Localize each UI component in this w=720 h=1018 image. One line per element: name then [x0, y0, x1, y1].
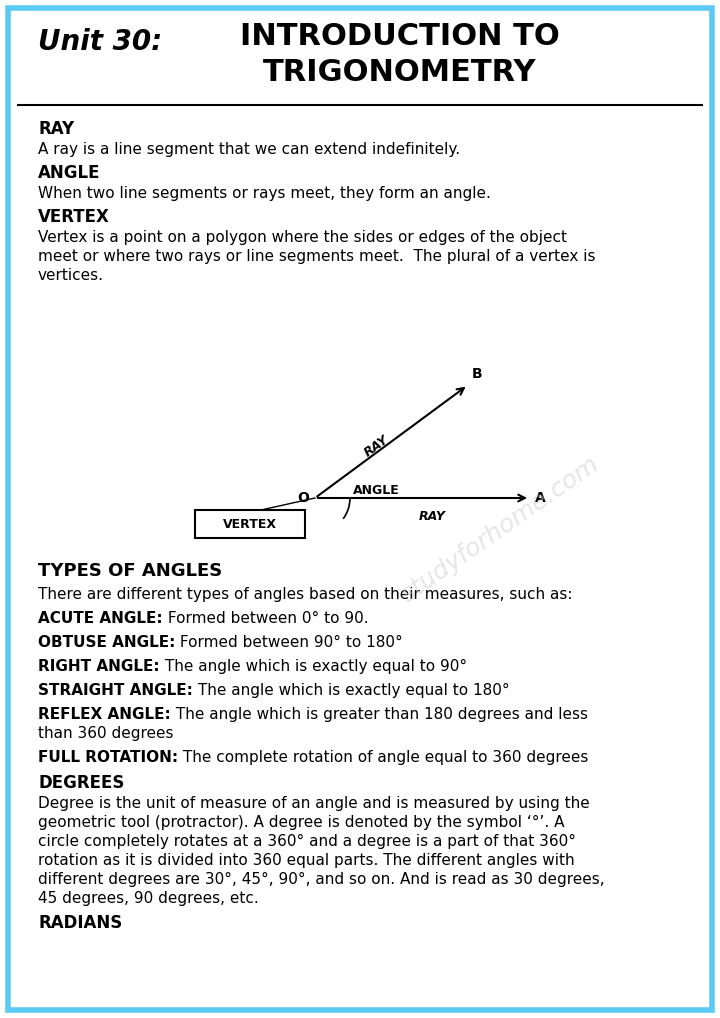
Text: FULL ROTATION:: FULL ROTATION: [38, 750, 178, 765]
Text: geometric tool (protractor). A degree is denoted by the symbol ‘°’. A: geometric tool (protractor). A degree is… [38, 815, 564, 830]
Text: Formed between 90° to 180°: Formed between 90° to 180° [176, 635, 403, 651]
Text: ACUTE ANGLE:: ACUTE ANGLE: [38, 611, 163, 626]
Text: The angle which is exactly equal to 180°: The angle which is exactly equal to 180° [193, 683, 510, 698]
Text: VERTEX: VERTEX [38, 208, 110, 226]
Text: O: O [297, 491, 309, 505]
Text: The angle which is exactly equal to 90°: The angle which is exactly equal to 90° [160, 659, 467, 674]
Text: OBTUSE ANGLE:: OBTUSE ANGLE: [38, 635, 176, 651]
Text: Vertex is a point on a polygon where the sides or edges of the object: Vertex is a point on a polygon where the… [38, 230, 567, 245]
Text: VERTEX: VERTEX [223, 517, 277, 530]
Text: than 360 degrees: than 360 degrees [38, 726, 174, 741]
Text: A: A [535, 491, 546, 505]
Bar [195, 510, 305, 538]
Text: B: B [472, 367, 482, 381]
Text: Degree is the unit of measure of an angle and is measured by using the: Degree is the unit of measure of an angl… [38, 796, 590, 811]
Text: When two line segments or rays meet, they form an angle.: When two line segments or rays meet, the… [38, 186, 491, 201]
Text: A ray is a line segment that we can extend indefinitely.: A ray is a line segment that we can exte… [38, 142, 460, 157]
Text: The complete rotation of angle equal to 360 degrees: The complete rotation of angle equal to … [178, 750, 588, 765]
Text: studyforhome.com: studyforhome.com [397, 453, 603, 608]
Text: RADIANS: RADIANS [38, 914, 122, 932]
Text: DEGREES: DEGREES [38, 774, 125, 792]
Text: TYPES OF ANGLES: TYPES OF ANGLES [38, 562, 222, 580]
Text: ANGLE: ANGLE [38, 164, 101, 182]
Text: RAY: RAY [361, 433, 391, 459]
Text: ANGLE: ANGLE [353, 484, 400, 497]
Text: The angle which is greater than 180 degrees and less: The angle which is greater than 180 degr… [171, 706, 588, 722]
Text: TRIGONOMETRY: TRIGONOMETRY [264, 58, 536, 87]
Text: different degrees are 30°, 45°, 90°, and so on. And is read as 30 degrees,: different degrees are 30°, 45°, 90°, and… [38, 872, 605, 887]
Text: INTRODUCTION TO: INTRODUCTION TO [240, 22, 560, 51]
Text: RAY: RAY [38, 120, 74, 138]
Text: There are different types of angles based on their measures, such as:: There are different types of angles base… [38, 587, 572, 602]
Text: STRAIGHT ANGLE:: STRAIGHT ANGLE: [38, 683, 193, 698]
Text: Unit 30:: Unit 30: [38, 29, 162, 56]
Text: meet or where two rays or line segments meet.  The plural of a vertex is: meet or where two rays or line segments … [38, 249, 595, 264]
Text: 45 degrees, 90 degrees, etc.: 45 degrees, 90 degrees, etc. [38, 891, 258, 906]
Text: rotation as it is divided into 360 equal parts. The different angles with: rotation as it is divided into 360 equal… [38, 853, 575, 868]
Text: RAY: RAY [418, 510, 446, 523]
Text: Formed between 0° to 90.: Formed between 0° to 90. [163, 611, 368, 626]
Text: circle completely rotates at a 360° and a degree is a part of that 360°: circle completely rotates at a 360° and … [38, 834, 576, 849]
Text: REFLEX ANGLE:: REFLEX ANGLE: [38, 706, 171, 722]
Text: RIGHT ANGLE:: RIGHT ANGLE: [38, 659, 160, 674]
Text: vertices.: vertices. [38, 268, 104, 283]
